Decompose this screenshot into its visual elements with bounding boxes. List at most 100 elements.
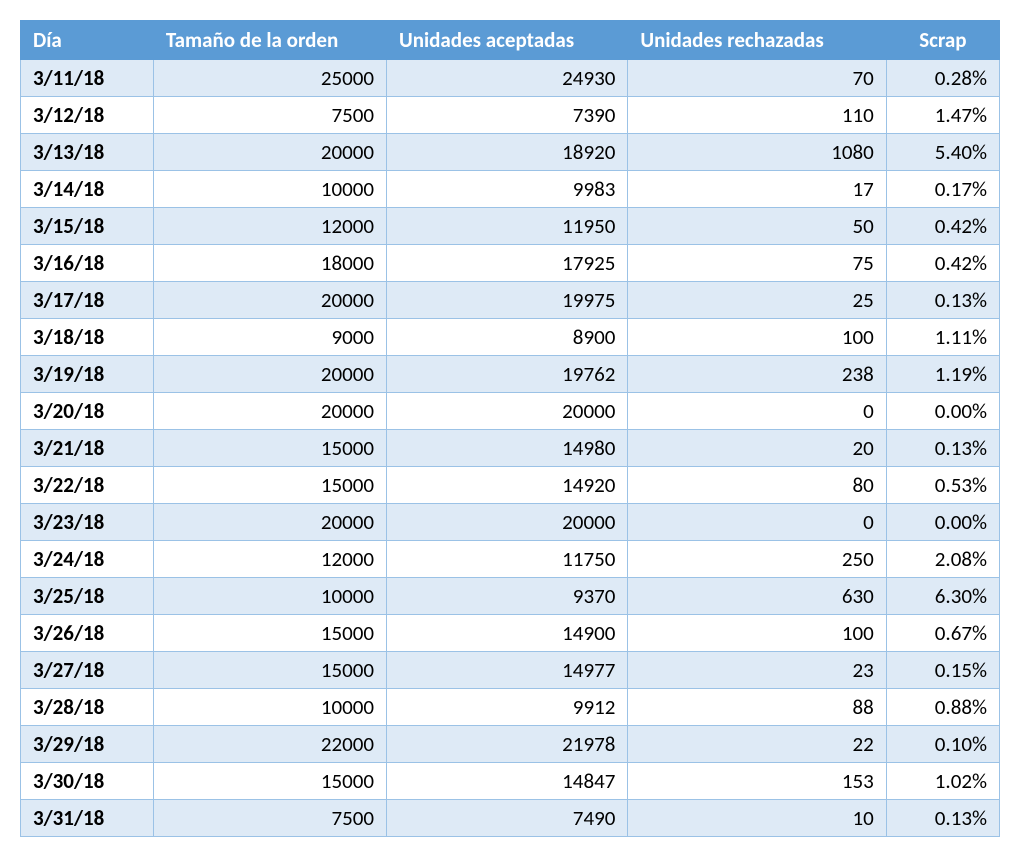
- cell-scrap: 1.02%: [886, 763, 999, 800]
- cell-rej: 88: [628, 689, 886, 726]
- cell-dia: 3/18/18: [21, 319, 154, 356]
- col-header-orden: Tamaño de la orden: [153, 21, 386, 60]
- cell-orden: 20000: [153, 356, 386, 393]
- cell-acc: 11950: [387, 208, 628, 245]
- header-row: Día Tamaño de la orden Unidades aceptada…: [21, 21, 1000, 60]
- cell-acc: 19762: [387, 356, 628, 393]
- cell-rej: 17: [628, 171, 886, 208]
- cell-scrap: 0.28%: [886, 60, 999, 97]
- cell-acc: 17925: [387, 245, 628, 282]
- cell-rej: 100: [628, 319, 886, 356]
- cell-orden: 25000: [153, 60, 386, 97]
- table-row: 3/22/181500014920800.53%: [21, 467, 1000, 504]
- cell-rej: 23: [628, 652, 886, 689]
- col-header-rej: Unidades rechazadas: [628, 21, 886, 60]
- cell-acc: 20000: [387, 393, 628, 430]
- table-row: 3/30/1815000148471531.02%: [21, 763, 1000, 800]
- cell-rej: 250: [628, 541, 886, 578]
- table-body: 3/11/182500024930700.28%3/12/18750073901…: [21, 60, 1000, 837]
- table-row: 3/28/18100009912880.88%: [21, 689, 1000, 726]
- col-header-acc: Unidades aceptadas: [387, 21, 628, 60]
- cell-dia: 3/28/18: [21, 689, 154, 726]
- cell-orden: 15000: [153, 652, 386, 689]
- cell-orden: 20000: [153, 393, 386, 430]
- cell-scrap: 0.00%: [886, 504, 999, 541]
- cell-dia: 3/24/18: [21, 541, 154, 578]
- table-row: 3/14/18100009983170.17%: [21, 171, 1000, 208]
- cell-scrap: 0.42%: [886, 245, 999, 282]
- cell-dia: 3/16/18: [21, 245, 154, 282]
- cell-acc: 20000: [387, 504, 628, 541]
- cell-orden: 10000: [153, 689, 386, 726]
- col-header-dia: Día: [21, 21, 154, 60]
- cell-rej: 10: [628, 800, 886, 837]
- cell-acc: 9370: [387, 578, 628, 615]
- cell-dia: 3/27/18: [21, 652, 154, 689]
- cell-orden: 9000: [153, 319, 386, 356]
- cell-dia: 3/30/18: [21, 763, 154, 800]
- cell-acc: 14920: [387, 467, 628, 504]
- table-row: 3/13/18200001892010805.40%: [21, 134, 1000, 171]
- table-row: 3/21/181500014980200.13%: [21, 430, 1000, 467]
- cell-rej: 0: [628, 504, 886, 541]
- table-row: 3/16/181800017925750.42%: [21, 245, 1000, 282]
- cell-acc: 14980: [387, 430, 628, 467]
- cell-scrap: 0.88%: [886, 689, 999, 726]
- cell-dia: 3/19/18: [21, 356, 154, 393]
- cell-acc: 14847: [387, 763, 628, 800]
- cell-scrap: 2.08%: [886, 541, 999, 578]
- cell-rej: 50: [628, 208, 886, 245]
- cell-acc: 18920: [387, 134, 628, 171]
- cell-rej: 70: [628, 60, 886, 97]
- table-row: 3/29/182200021978220.10%: [21, 726, 1000, 763]
- cell-scrap: 0.13%: [886, 800, 999, 837]
- cell-rej: 20: [628, 430, 886, 467]
- cell-scrap: 0.00%: [886, 393, 999, 430]
- cell-scrap: 0.13%: [886, 282, 999, 319]
- table-row: 3/12/18750073901101.47%: [21, 97, 1000, 134]
- cell-rej: 0: [628, 393, 886, 430]
- cell-scrap: 0.53%: [886, 467, 999, 504]
- cell-orden: 10000: [153, 578, 386, 615]
- cell-orden: 15000: [153, 430, 386, 467]
- table-row: 3/23/18200002000000.00%: [21, 504, 1000, 541]
- cell-dia: 3/25/18: [21, 578, 154, 615]
- cell-rej: 153: [628, 763, 886, 800]
- table-row: 3/11/182500024930700.28%: [21, 60, 1000, 97]
- cell-dia: 3/29/18: [21, 726, 154, 763]
- cell-orden: 12000: [153, 208, 386, 245]
- cell-dia: 3/11/18: [21, 60, 154, 97]
- cell-acc: 24930: [387, 60, 628, 97]
- cell-dia: 3/23/18: [21, 504, 154, 541]
- table-row: 3/26/1815000149001000.67%: [21, 615, 1000, 652]
- cell-scrap: 0.13%: [886, 430, 999, 467]
- cell-rej: 630: [628, 578, 886, 615]
- cell-orden: 15000: [153, 467, 386, 504]
- cell-orden: 7500: [153, 97, 386, 134]
- cell-scrap: 0.15%: [886, 652, 999, 689]
- cell-dia: 3/31/18: [21, 800, 154, 837]
- cell-rej: 1080: [628, 134, 886, 171]
- cell-rej: 100: [628, 615, 886, 652]
- cell-orden: 20000: [153, 134, 386, 171]
- cell-acc: 14977: [387, 652, 628, 689]
- cell-scrap: 1.19%: [886, 356, 999, 393]
- table-row: 3/18/18900089001001.11%: [21, 319, 1000, 356]
- cell-rej: 22: [628, 726, 886, 763]
- cell-dia: 3/20/18: [21, 393, 154, 430]
- cell-orden: 15000: [153, 763, 386, 800]
- cell-scrap: 0.17%: [886, 171, 999, 208]
- cell-orden: 18000: [153, 245, 386, 282]
- cell-acc: 21978: [387, 726, 628, 763]
- cell-rej: 238: [628, 356, 886, 393]
- cell-dia: 3/21/18: [21, 430, 154, 467]
- cell-acc: 7390: [387, 97, 628, 134]
- table-row: 3/25/181000093706306.30%: [21, 578, 1000, 615]
- cell-dia: 3/15/18: [21, 208, 154, 245]
- table-row: 3/17/182000019975250.13%: [21, 282, 1000, 319]
- cell-rej: 110: [628, 97, 886, 134]
- cell-dia: 3/12/18: [21, 97, 154, 134]
- table-row: 3/15/181200011950500.42%: [21, 208, 1000, 245]
- cell-acc: 8900: [387, 319, 628, 356]
- cell-rej: 80: [628, 467, 886, 504]
